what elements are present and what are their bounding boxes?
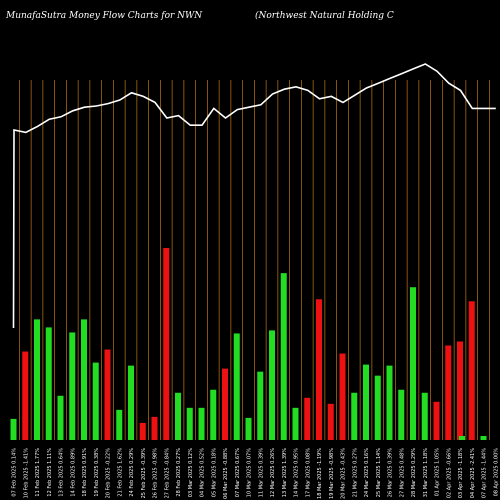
volume-bar (45, 327, 52, 440)
volume-bar (186, 407, 193, 440)
volume-bar (459, 436, 465, 440)
volume-bar (398, 389, 405, 440)
x-tick-label: 13 Mar 2025 1.39% (282, 448, 288, 497)
x-tick-label: 05 Mar 2025 0.18% (211, 448, 217, 497)
x-tick-label: 21 Mar 2025 0.27% (352, 448, 358, 497)
volume-bar (351, 392, 358, 440)
x-tick-label: 13 Feb 2025 0.64% (59, 448, 65, 497)
x-tick-label: 07 Feb 2025 0.14% (12, 448, 18, 497)
x-tick-label: 08 Apr 2025 0.00% (493, 448, 499, 497)
volume-bar (34, 319, 40, 440)
x-tick-label: 26 Feb 2025 -0.98% (153, 448, 159, 499)
x-tick-label: 12 Mar 2025 0.26% (270, 448, 276, 497)
volume-bar (175, 392, 181, 440)
x-tick-label: 31 Mar 2025 1.18% (423, 448, 429, 497)
volume-bar (339, 353, 346, 440)
x-tick-label: 27 Feb 2025 -0.84% (164, 448, 170, 499)
x-tick-label: 25 Feb 2025 -0.39% (141, 448, 147, 499)
x-tick-label: 06 Mar 2025 -0.88% (223, 448, 229, 499)
x-tick-label: 04 Mar 2025 0.52% (200, 448, 206, 497)
volume-bar (210, 389, 217, 440)
x-tick-label: 10 Mar 2025 0.07% (247, 448, 253, 497)
volume-bar (304, 397, 311, 440)
x-tick-label: 17 Mar 2025 0.08% (305, 448, 311, 497)
volume-bar (116, 409, 123, 440)
volume-bar (81, 319, 87, 440)
x-tick-label: 07 Mar 2025 0.67% (235, 448, 241, 497)
volume-bar (139, 422, 146, 440)
x-tick-label: 10 Feb 2025 -1.41% (23, 448, 29, 499)
x-tick-label: 24 Mar 2025 0.16% (364, 448, 370, 497)
x-tick-label: 14 Mar 2025 0.95% (294, 448, 300, 497)
chart-subtitle: (Northwest Natural Holding C (255, 11, 394, 21)
x-tick-label: 19 Mar 2025 -0.98% (329, 448, 335, 499)
volume-bar (128, 365, 134, 440)
x-tick-label: 07 Apr 2025 -1.44% (482, 448, 488, 498)
volume-bar (163, 248, 170, 440)
price-line (12, 63, 496, 329)
volume-bar (22, 351, 29, 440)
vertical-grid (19, 80, 490, 440)
x-axis-tick-labels: 07 Feb 2025 0.14% 10 Feb 2025 -1.41% 11 Fe… (12, 448, 500, 499)
x-tick-label: 18 Feb 2025 0.91% (82, 448, 88, 497)
volume-bar (57, 395, 64, 440)
volume-bar (445, 345, 452, 440)
x-tick-label: 12 Feb 2025 1.11% (47, 448, 53, 497)
volume-bar (222, 368, 228, 440)
x-tick-label: 28 Mar 2025 0.29% (411, 448, 417, 497)
x-tick-label: 02 Apr 2025 -0.66% (446, 448, 452, 498)
x-tick-label: 01 Apr 2025 1.05% (435, 448, 441, 497)
volume-bar (386, 365, 393, 440)
x-tick-label: 24 Feb 2025 0.29% (129, 448, 135, 497)
x-tick-label: 11 Mar 2025 0.39% (258, 448, 264, 497)
x-tick-label: 11 Feb 2025 1.77% (35, 448, 41, 497)
volume-bar (457, 341, 463, 440)
x-tick-label: 04 Apr 2025 -2.41% (470, 448, 476, 498)
volume-bar (269, 330, 275, 440)
x-tick-label: 14 Feb 2025 0.89% (70, 448, 76, 497)
volume-bar (363, 364, 369, 440)
x-tick-label: 20 Feb 2025 -0.22% (106, 448, 112, 499)
volume-bar (410, 287, 416, 440)
volume-bar (292, 407, 299, 440)
volume-bar (316, 299, 322, 440)
volume-bar (421, 392, 428, 440)
x-tick-label: 03 Mar 2025 0.12% (188, 448, 194, 497)
volume-bar (104, 349, 111, 440)
volume-bar (69, 332, 76, 440)
x-tick-label: 28 Feb 2025 0.27% (176, 448, 182, 497)
volume-bar (10, 418, 17, 440)
volume-bar (198, 407, 205, 440)
volume-bar (151, 416, 158, 440)
volume-bar (327, 403, 334, 440)
x-tick-label: 19 Feb 2025 0.38% (94, 448, 100, 497)
volume-bar (245, 417, 252, 440)
x-tick-label: 25 Mar 2025 1.14% (376, 448, 382, 497)
x-tick-label: 03 Apr 2025 -1.18% (458, 448, 464, 498)
x-tick-label: 21 Feb 2025 1.62% (117, 448, 123, 497)
volume-bar (433, 401, 440, 440)
volume-bar (92, 362, 99, 440)
volume-bar (257, 371, 264, 440)
volume-bar (480, 435, 487, 440)
chart-header: MunafaSutra Money Flow Charts for NWN (N… (0, 0, 500, 30)
x-tick-label: 18 Mar 2025 -1.19% (317, 448, 323, 499)
x-tick-label: 20 Mar 2025 -0.43% (341, 448, 347, 499)
x-tick-label: 26 Mar 2025 0.39% (388, 448, 394, 497)
volume-bar (468, 301, 475, 440)
x-tick-label: 27 Mar 2025 0.48% (399, 448, 405, 497)
volume-bars (10, 248, 487, 440)
volume-bar (280, 273, 287, 440)
volume-bar (233, 333, 240, 440)
chart-title: MunafaSutra Money Flow Charts for NWN (6, 11, 203, 21)
volume-bar (374, 375, 381, 440)
